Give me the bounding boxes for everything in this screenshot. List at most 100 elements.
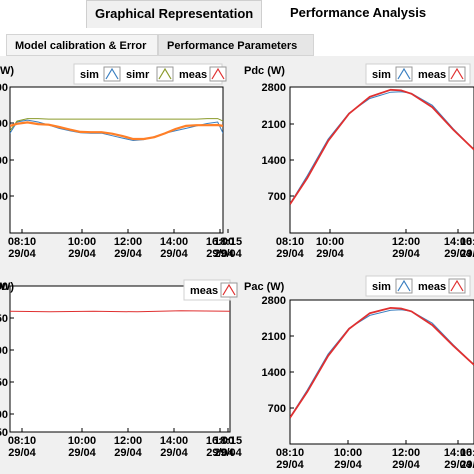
y-axis-label: Pdc (W) — [244, 65, 285, 77]
y-tick-label: 00 — [0, 409, 8, 421]
x-tick-date: 29/04 — [114, 447, 142, 459]
y-tick-label: 700 — [268, 403, 286, 415]
x-tick-time: 14:00 — [160, 236, 188, 248]
x-tick-date: 29/04 — [160, 248, 188, 260]
legend-swatch-box — [395, 66, 413, 82]
y-tick-label: 00 — [0, 82, 8, 94]
x-tick-date: 29/04 — [68, 248, 96, 260]
y-tick-label: 50 — [0, 377, 8, 389]
x-tick-time: 18:15 — [214, 236, 242, 248]
x-tick-date: 29/04 — [8, 447, 36, 459]
legend-label-sim: sim — [80, 69, 99, 81]
legend-swatch-box — [448, 278, 466, 294]
plot-area-1 — [289, 86, 474, 234]
x-tick-date: 29/04 — [214, 447, 242, 459]
x-tick-date: 29/04 — [316, 248, 344, 260]
x-tick-time: 14:00 — [160, 435, 188, 447]
plots-canvas: W)0000000008:1029/0410:0029/0412:0029/04… — [0, 63, 474, 471]
x-tick-time: 08:10 — [276, 236, 304, 248]
x-tick-date: 29/04 — [160, 447, 188, 459]
y-axis-label: W) — [0, 281, 14, 293]
legend-swatch-box — [220, 282, 238, 298]
y-tick-label: 00 — [0, 345, 8, 357]
x-tick-time: 16:00 — [206, 236, 234, 248]
x-tick-date: 29/04 — [276, 459, 304, 471]
legend-swatch-simr — [158, 67, 172, 80]
x-tick-time: 16:00 — [206, 435, 234, 447]
y-tick-label: 2800 — [262, 295, 286, 307]
plot-area-0 — [9, 86, 224, 234]
x-tick-time: 10:00 — [68, 236, 96, 248]
x-tick-date: 29/04 — [214, 248, 242, 260]
y-tick-label: 2100 — [262, 331, 286, 343]
sub-tab-bar: Model calibration & Error Performance Pa… — [0, 34, 474, 56]
x-tick-time: 10:00 — [316, 236, 344, 248]
x-tick-time: 14:00 — [444, 236, 472, 248]
y-axis-label: W) — [0, 65, 14, 77]
tab-performance-parameters[interactable]: Performance Parameters — [158, 34, 314, 56]
legend-swatch-meas — [450, 279, 464, 292]
x-tick-date: 29/04 — [392, 459, 420, 471]
y-tick-label: 50 — [0, 427, 8, 439]
legend-swatch-sim — [397, 67, 411, 80]
tab-model-calibration-error[interactable]: Model calibration & Error — [6, 34, 158, 56]
series-line-sim — [290, 309, 474, 418]
legend-swatch-sim — [105, 67, 119, 80]
x-tick-time: 18:15 — [214, 435, 242, 447]
series-line-meas — [290, 306, 474, 419]
series-line-meas — [10, 310, 230, 313]
legend-label-simr: simr — [126, 69, 150, 81]
plot-area-2 — [9, 285, 231, 433]
x-tick-time: 08:10 — [8, 236, 36, 248]
legend-swatch-box — [209, 66, 227, 82]
x-tick-time: 12:00 — [392, 447, 420, 459]
y-tick-label: 00 — [0, 191, 8, 203]
x-tick-date: 29/04 — [206, 248, 234, 260]
y-tick-label: 1400 — [262, 367, 286, 379]
y-tick-label: 2800 — [262, 82, 286, 94]
legend-label-meas: meas — [190, 285, 218, 297]
series-line-simr — [10, 118, 223, 132]
x-tick-time: 16:00 — [460, 236, 474, 248]
x-tick-date: 29/04 — [114, 248, 142, 260]
y-tick-label: 700 — [268, 191, 286, 203]
x-tick-date: 29/04 — [392, 248, 420, 260]
x-tick-time: 10:00 — [334, 447, 362, 459]
legend-swatch-sim — [397, 279, 411, 292]
legend-label-meas: meas — [179, 69, 207, 81]
x-tick-time: 08:10 — [8, 435, 36, 447]
series-line-sim — [290, 91, 474, 205]
tab-graphical-representation[interactable]: Graphical Representation — [86, 0, 263, 28]
legend-label-sim: sim — [372, 69, 391, 81]
y-tick-label: 50 — [0, 313, 8, 325]
legend-label-sim: sim — [372, 281, 391, 293]
legend-swatch-box — [395, 278, 413, 294]
legend-swatch-box — [103, 66, 121, 82]
tab-performance-analysis[interactable]: Performance Analysis — [290, 5, 427, 20]
legend-swatch-meas — [211, 67, 225, 80]
legend-box — [365, 275, 471, 297]
legend-swatch-box — [448, 66, 466, 82]
x-tick-date: 29/04 — [460, 459, 474, 471]
legend-label-meas: meas — [418, 69, 446, 81]
legend-label-meas: meas — [418, 281, 446, 293]
x-tick-time: 10:00 — [68, 435, 96, 447]
x-tick-date: 29/04 — [460, 248, 474, 260]
x-tick-date: 29/04 — [334, 459, 362, 471]
main-tab-bar: Graphical Representation Performance Ana… — [0, 0, 474, 28]
legend-swatch-meas — [222, 283, 236, 296]
x-tick-date: 29/04 — [68, 447, 96, 459]
x-tick-date: 29/04 — [276, 248, 304, 260]
x-tick-time: 12:00 — [114, 236, 142, 248]
x-tick-date: 29/04 — [206, 447, 234, 459]
legend-swatch-box — [156, 66, 174, 82]
legend-box — [365, 63, 471, 85]
y-tick-label: 00 — [0, 281, 8, 293]
y-tick-label: 00 — [0, 118, 8, 130]
x-tick-time: 12:00 — [114, 435, 142, 447]
plot-area-3 — [289, 299, 474, 445]
y-tick-label: 1400 — [262, 155, 286, 167]
y-tick-label: 2100 — [262, 119, 286, 131]
series-line-meas — [290, 88, 474, 205]
x-tick-date: 29/04 — [444, 248, 472, 260]
